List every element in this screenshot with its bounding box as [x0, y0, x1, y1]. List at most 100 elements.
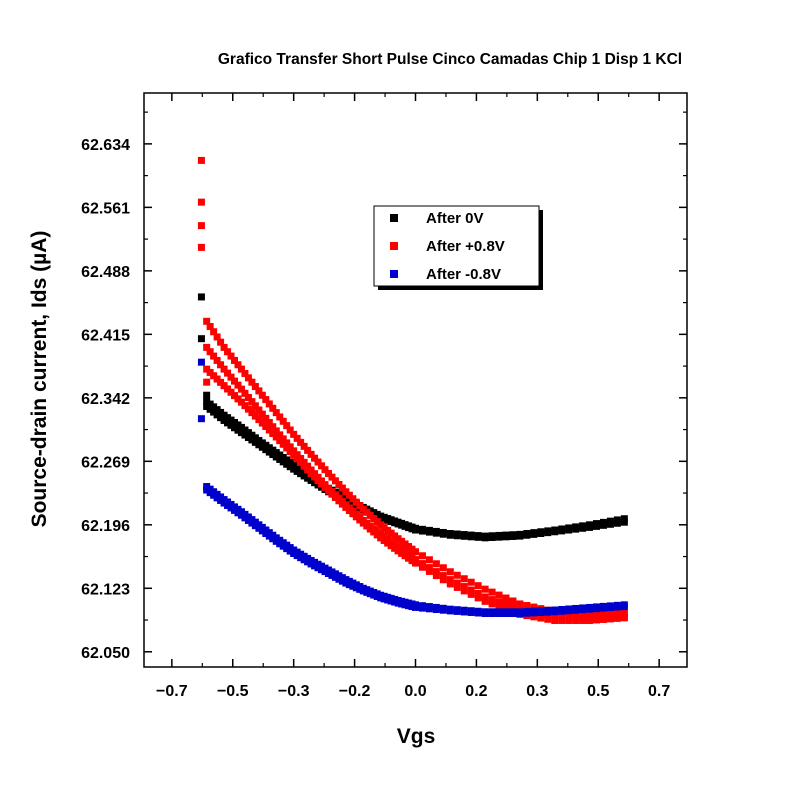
data-point: [197, 156, 205, 164]
series-2: [197, 156, 628, 624]
data-point: [418, 560, 426, 568]
legend-box: [373, 205, 540, 287]
data-point: [606, 520, 614, 528]
data-point: [203, 391, 211, 399]
data-point: [197, 222, 205, 230]
data-point: [467, 533, 475, 541]
data-point: [286, 448, 294, 456]
data-point: [565, 616, 573, 624]
data-point: [467, 608, 475, 616]
data-point: [572, 525, 580, 533]
data-point: [467, 590, 475, 598]
data-point: [241, 389, 249, 397]
data-point: [300, 442, 308, 450]
data-point: [467, 586, 475, 594]
data-point: [453, 607, 461, 615]
data-point: [237, 385, 245, 393]
legend-marker: [390, 214, 398, 222]
y-tick-label: 62.415: [81, 327, 130, 344]
data-point: [227, 352, 235, 360]
data-point: [579, 524, 587, 532]
data-point: [418, 604, 426, 612]
data-point: [453, 583, 461, 591]
data-point: [197, 293, 205, 301]
data-point: [599, 615, 607, 623]
data-point: [412, 526, 419, 534]
data-point: [293, 455, 301, 463]
data-point: [474, 609, 482, 617]
data-point: [495, 603, 503, 611]
y-tick-label: 62.634: [81, 137, 130, 154]
data-point: [509, 597, 517, 605]
data-point: [203, 317, 211, 325]
data-point: [565, 526, 573, 534]
data-point: [265, 419, 273, 427]
data-point: [439, 564, 447, 572]
data-point: [446, 607, 454, 615]
x-tick-label: 0.7: [648, 683, 670, 700]
data-point: [488, 596, 496, 604]
y-tick-label: 62.269: [81, 454, 130, 471]
legend-label: After +0.8V: [426, 238, 505, 255]
data-point: [460, 587, 468, 595]
data-point: [206, 348, 214, 356]
data-point: [297, 438, 305, 446]
data-point: [523, 609, 531, 617]
data-point: [255, 387, 263, 395]
data-point: [425, 556, 433, 564]
data-point: [262, 414, 270, 422]
data-point: [425, 528, 433, 536]
data-point: [488, 610, 496, 618]
data-point: [231, 356, 238, 364]
data-point: [586, 610, 594, 618]
plot-area: [197, 156, 628, 624]
legend-marker: [390, 242, 398, 250]
data-point: [509, 610, 517, 618]
x-tick-label: −0.2: [339, 683, 371, 700]
data-point: [446, 531, 454, 539]
data-point: [544, 529, 552, 537]
data-point: [432, 606, 440, 614]
data-point: [446, 580, 454, 588]
data-point: [495, 591, 503, 599]
data-point: [453, 571, 461, 579]
data-point: [197, 198, 205, 206]
data-point: [481, 593, 489, 601]
data-point: [474, 582, 482, 590]
data-point: [255, 406, 263, 414]
data-point: [269, 404, 277, 412]
data-point: [613, 603, 621, 611]
data-point: [620, 603, 628, 611]
data-point: [418, 552, 426, 560]
data-point: [613, 519, 621, 527]
data-point: [551, 616, 559, 624]
data-point: [418, 563, 426, 571]
data-point: [213, 356, 221, 364]
data-point: [593, 609, 600, 617]
data-point: [300, 462, 308, 470]
data-point: [495, 598, 503, 606]
data-point: [206, 323, 214, 331]
data-point: [251, 402, 259, 410]
axis-ticks: [144, 93, 687, 667]
data-point: [272, 409, 280, 417]
y-tick-label: 62.050: [81, 645, 130, 662]
data-point: [537, 530, 545, 537]
legend-marker: [390, 270, 398, 278]
data-point: [244, 393, 252, 401]
y-tick-label: 62.123: [81, 581, 130, 598]
data-point: [197, 358, 205, 366]
data-point: [248, 378, 256, 386]
data-point: [224, 369, 232, 377]
data-point: [258, 410, 266, 418]
data-point: [279, 440, 287, 448]
y-axis-label-text: Source-drain current, Ids (µA): [28, 231, 51, 528]
data-point: [516, 600, 524, 608]
data-point: [412, 603, 419, 611]
data-point: [495, 533, 503, 541]
data-point: [197, 415, 205, 423]
data-point: [599, 609, 607, 617]
data-point: [272, 433, 280, 441]
data-point: [234, 361, 242, 369]
